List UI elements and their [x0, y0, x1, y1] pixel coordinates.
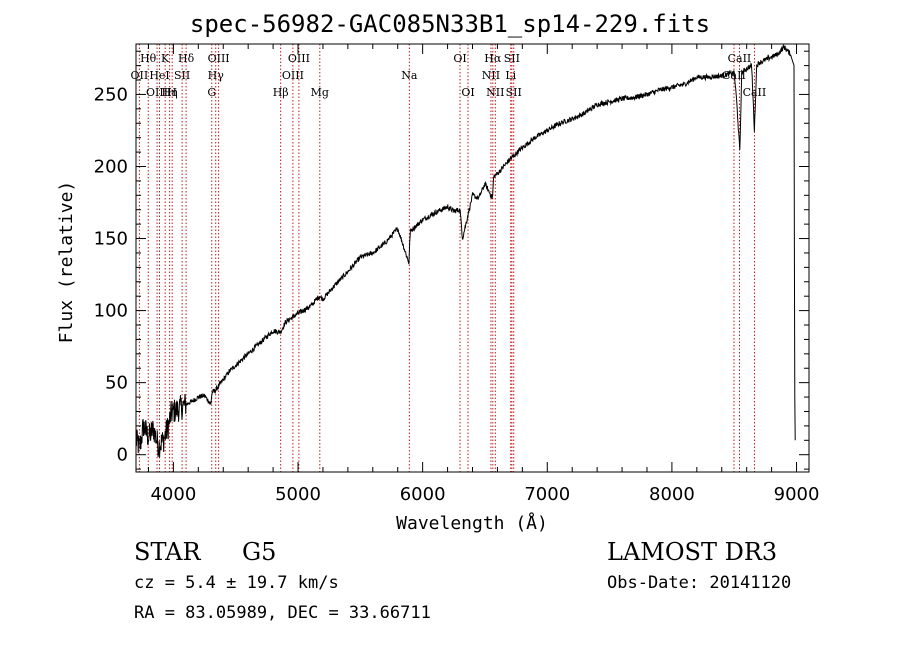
line-marker-label: OIII	[288, 52, 310, 65]
emission-line-markers	[138, 44, 755, 472]
y-tick-label: 250	[94, 84, 128, 105]
line-marker-label: Hη	[162, 86, 178, 99]
line-marker-label: OIII	[282, 69, 304, 82]
line-marker-label: HeI	[149, 69, 169, 82]
y-tick-label: 200	[94, 156, 128, 177]
line-marker-label: OII	[131, 69, 149, 82]
line-marker-label: OIII	[208, 52, 230, 65]
x-axis-label: Wavelength (Å)	[396, 512, 548, 534]
x-tick-label: 6000	[400, 484, 446, 505]
line-marker-label: Hγ	[208, 69, 225, 82]
redshift-value: cz = 5.4 ± 19.7 km/s	[134, 573, 339, 593]
line-marker-label: Hα	[484, 52, 502, 65]
line-marker-label: Hβ	[273, 86, 289, 99]
y-tick-label: 50	[105, 373, 128, 394]
line-marker-label: SII	[504, 52, 520, 65]
line-marker-label: G	[207, 86, 216, 99]
y-tick-label: 0	[117, 445, 128, 466]
plot-frame	[135, 43, 810, 473]
survey-name: LAMOST DR3	[607, 538, 778, 566]
x-tick-label: 7000	[524, 484, 570, 505]
object-class: STAR	[134, 538, 201, 566]
line-marker-label: NII	[486, 86, 504, 99]
line-marker-label: OIII	[146, 86, 168, 99]
x-axis-ticks: 4000 5000 6000 7000 8000 9000	[147, 44, 820, 505]
line-marker-label: OI	[461, 86, 474, 99]
y-tick-label: 100	[94, 301, 128, 322]
x-tick-label: 4000	[150, 484, 196, 505]
line-marker-label: SII	[174, 69, 190, 82]
x-tick-label: 9000	[774, 484, 820, 505]
x-tick-label: 8000	[649, 484, 695, 505]
y-axis-label: Flux (relative)	[56, 181, 77, 344]
line-marker-label: NII	[482, 69, 500, 82]
chart-title: spec-56982-GAC085N33B1_sp14-229.fits	[189, 10, 711, 38]
line-marker-label: Na	[401, 69, 418, 82]
line-marker-label: Mg	[311, 86, 329, 99]
line-marker-label: K	[161, 52, 170, 65]
line-marker-label: CaII	[743, 86, 767, 99]
line-marker-label: H	[167, 86, 177, 99]
object-subclass: G5	[242, 538, 277, 566]
coordinates: RA = 83.05989, DEC = 33.66711	[134, 603, 431, 623]
x-tick-label: 5000	[275, 484, 321, 505]
line-marker-label: CaII	[728, 52, 752, 65]
spectrum-line	[135, 43, 796, 458]
line-marker-label: Li	[505, 69, 516, 82]
line-marker-label: OI	[453, 52, 466, 65]
line-marker-label: Hδ	[178, 52, 195, 65]
emission-line-labels: OII Hθ OIII HeI K HηH SII Hδ OIII Hγ G Hβ OIII OIII Mg…	[131, 52, 767, 99]
line-marker-label: SII	[506, 86, 522, 99]
y-axis-ticks: 0 50 100 150 200 250	[94, 50, 809, 470]
y-tick-label: 150	[94, 229, 128, 250]
observation-date: Obs-Date: 20141120	[607, 573, 792, 593]
line-marker-label: Hθ	[140, 52, 157, 65]
